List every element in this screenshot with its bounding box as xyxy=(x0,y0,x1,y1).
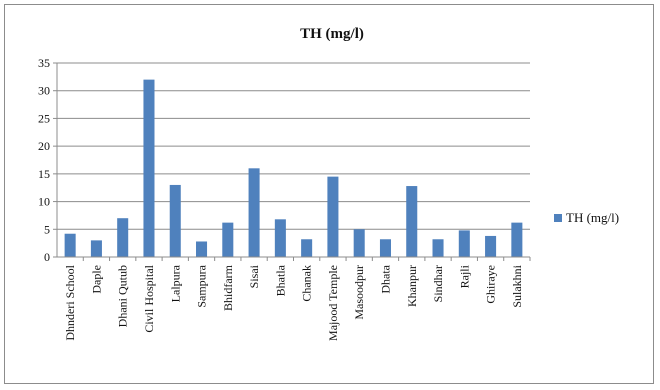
bar xyxy=(458,230,470,257)
bar xyxy=(379,239,391,257)
y-tick-label: 0 xyxy=(44,250,50,264)
x-category-label: Dhata xyxy=(378,264,392,293)
y-tick-label: 10 xyxy=(38,195,50,209)
x-category-label: Sulakhni xyxy=(510,264,524,307)
bar xyxy=(274,219,286,257)
x-category-label: Sampura xyxy=(195,264,209,307)
bar xyxy=(117,218,129,257)
bar xyxy=(222,222,234,257)
x-category-label: Rajli xyxy=(457,264,471,288)
y-tick-label: 35 xyxy=(38,56,50,70)
y-tick-label: 5 xyxy=(44,222,50,236)
bar xyxy=(90,240,102,257)
x-category-label: Daple xyxy=(89,265,103,294)
x-category-label: Ghiraye xyxy=(484,265,498,304)
x-axis-categories: Dhnderi School Daple Dhani Qutub Civil Hosp… xyxy=(63,257,531,341)
bar xyxy=(353,229,365,257)
legend-label: TH (mg/l) xyxy=(566,210,619,225)
bar xyxy=(406,186,418,257)
bar xyxy=(196,241,208,257)
bar xyxy=(511,222,523,257)
x-category-label: Sisai xyxy=(247,264,261,288)
y-tick-label: 30 xyxy=(38,84,50,98)
legend-swatch xyxy=(554,214,562,222)
bar xyxy=(301,239,313,257)
bars xyxy=(64,79,523,257)
bar xyxy=(485,235,497,257)
x-category-label: Sindhar xyxy=(431,265,445,302)
y-tick-label: 15 xyxy=(38,167,50,181)
gridlines xyxy=(57,62,530,230)
x-category-label: Bhidfarm xyxy=(221,264,235,311)
y-tick-label: 20 xyxy=(38,139,50,153)
y-axis-ticks: 0 5 10 15 20 25 30 35 xyxy=(38,56,57,264)
chart-frame: TH (mg/l) 0 5 10 15 20 25 30 35 Dhnderi School D… xyxy=(4,4,654,384)
x-category-label: Majood Temple xyxy=(326,265,340,341)
bar xyxy=(169,184,181,257)
x-category-label: Dhani Qutub xyxy=(116,265,130,327)
bar xyxy=(327,176,339,257)
x-category-label: Khanpur xyxy=(405,265,419,307)
bar xyxy=(432,239,444,257)
bar xyxy=(248,168,260,257)
x-category-label: Masoodpur xyxy=(352,265,366,320)
x-category-label: Dhnderi School xyxy=(63,264,77,340)
x-category-label: Civil Hospital xyxy=(142,264,156,332)
legend: TH (mg/l) xyxy=(554,210,619,225)
bar xyxy=(143,79,155,257)
x-category-label: Chanak xyxy=(300,265,314,302)
bar xyxy=(64,233,76,257)
x-category-label: Lalpura xyxy=(168,264,182,302)
y-tick-label: 25 xyxy=(38,111,50,125)
x-category-label: Bhatla xyxy=(273,264,287,296)
chart-title: TH (mg/l) xyxy=(300,26,364,42)
